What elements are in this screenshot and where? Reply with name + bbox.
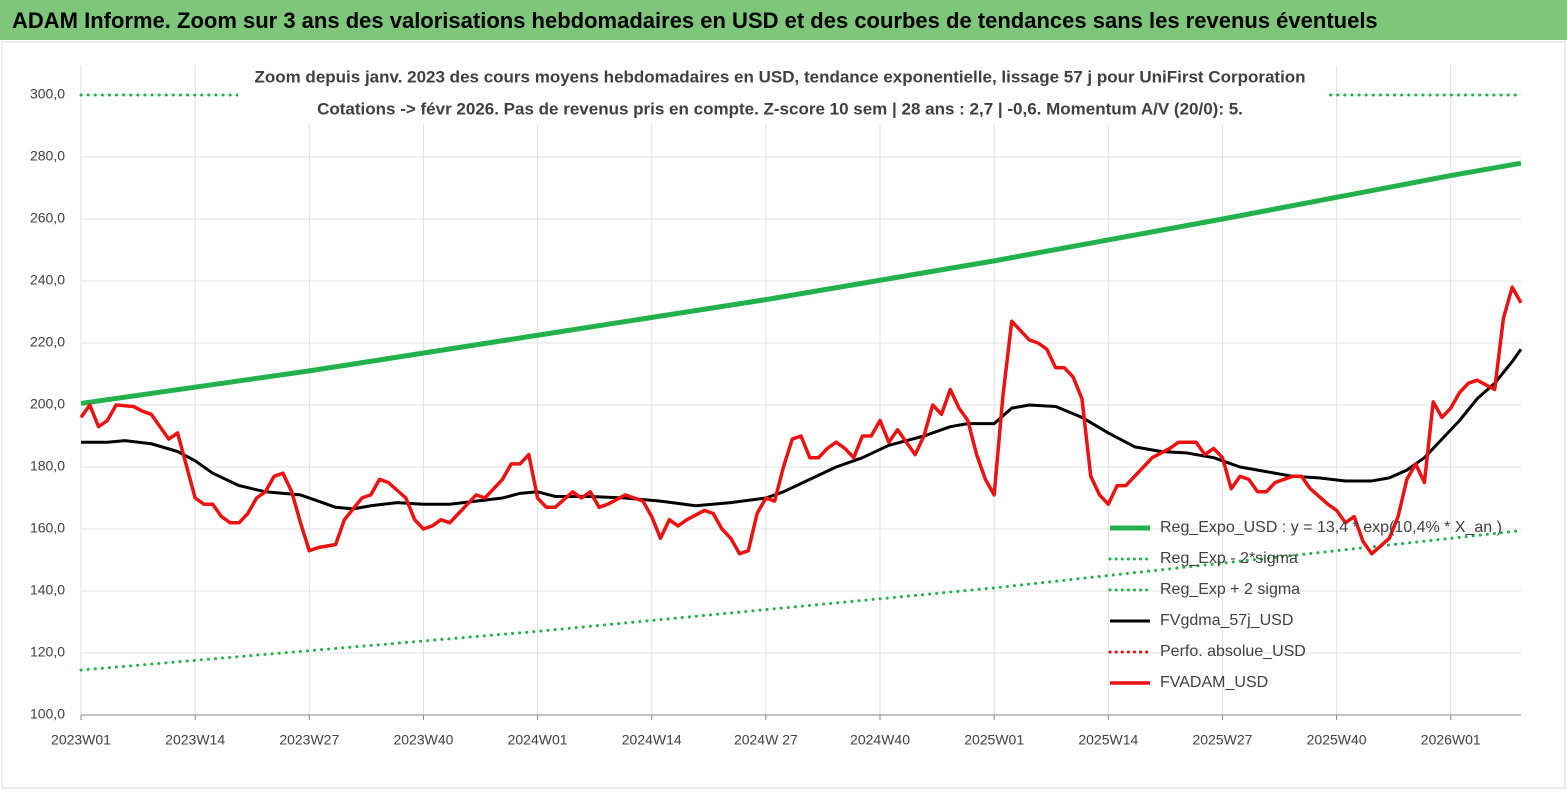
y-tick-label: 280,0	[30, 148, 65, 164]
series-line	[79, 529, 1523, 672]
legend-label: FVgdma_57j_USD	[1160, 612, 1293, 629]
x-tick-label: 2024W 27	[734, 732, 798, 748]
legend: Reg_Expo_USD : y = 13,4 * exp(10,4% * X_…	[1108, 519, 1502, 691]
x-tick-label: 2025W27	[1192, 732, 1252, 748]
y-tick-label: 140,0	[30, 582, 65, 598]
y-tick-label: 100,0	[30, 706, 65, 722]
y-tick-label: 180,0	[30, 458, 65, 474]
x-tick-label: 2025W01	[964, 732, 1024, 748]
series-line	[80, 160, 1522, 406]
legend-label: Reg_Exp + 2 sigma	[1160, 581, 1300, 598]
header-bar: ADAM Informe. Zoom sur 3 ans des valoris…	[0, 0, 1567, 40]
chart-frame	[1, 41, 1566, 789]
subtitle-line: Cotations -> févr 2026. Pas de revenus p…	[317, 99, 1243, 118]
x-tick-label: 2024W40	[850, 732, 910, 748]
y-tick-label: 220,0	[30, 334, 65, 350]
x-tick-label: 2025W40	[1307, 732, 1367, 748]
page-title: ADAM Informe. Zoom sur 3 ans des valoris…	[12, 8, 1378, 33]
x-tick-label: 2024W01	[508, 732, 568, 748]
x-tick-label: 2024W14	[622, 732, 682, 748]
grid: 100,0 120,0 140,0 160,0 180,0 200,0 220,0 240,0…	[30, 65, 1521, 748]
y-tick-label: 240,0	[30, 272, 65, 288]
x-tick-label: 2025W14	[1078, 732, 1138, 748]
subtitle-box	[238, 62, 1328, 124]
legend-label: FVADAM_USD	[1160, 674, 1268, 691]
x-tick-label: 2026W01	[1421, 732, 1481, 748]
y-tick-label: 120,0	[30, 644, 65, 660]
legend-label: Reg_Exp - 2*sigma	[1160, 550, 1298, 567]
legend-label: Perfo. absolue_USD	[1160, 643, 1306, 660]
subtitle-line: Zoom depuis janv. 2023 des cours moyens …	[254, 67, 1305, 86]
x-tick-label: 2023W14	[165, 732, 225, 748]
series-line	[81, 348, 1523, 511]
y-tick-label: 200,0	[30, 396, 65, 412]
x-tick-label: 2023W27	[279, 732, 339, 748]
y-tick-label: 300,0	[30, 86, 65, 102]
series-line	[79, 285, 1523, 556]
y-tick-label: 160,0	[30, 520, 65, 536]
x-tick-label: 2023W01	[51, 732, 111, 748]
legend-label: Reg_Expo_USD : y = 13,4 * exp(10,4% * X_…	[1160, 519, 1502, 536]
x-tick-label: 2023W40	[393, 732, 453, 748]
y-tick-label: 260,0	[30, 210, 65, 226]
